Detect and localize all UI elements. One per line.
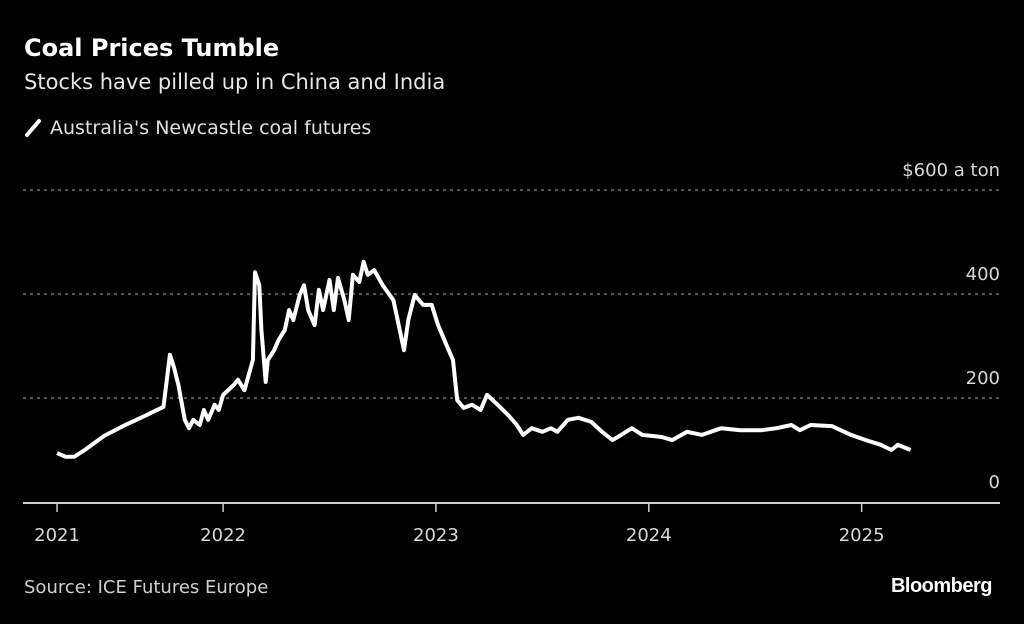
legend-label: Australia's Newcastle coal futures: [50, 117, 372, 139]
source-note: Source: ICE Futures Europe: [24, 577, 269, 598]
x-tick-label: 2024: [626, 525, 672, 546]
y-tick-label: 400: [966, 264, 1000, 285]
chart-subtitle: Stocks have pilled up in China and India: [24, 70, 446, 94]
x-tick-label: 2025: [839, 525, 885, 546]
series-line: [56, 259, 912, 459]
chart-title: Coal Prices Tumble: [24, 34, 280, 62]
x-tick-label: 2021: [34, 525, 80, 546]
bloomberg-logo: Bloomberg: [890, 575, 993, 597]
y-tick-label: 0: [989, 472, 1000, 493]
y-tick-label: $600 a ton: [902, 160, 1000, 181]
x-tick-label: 2022: [200, 525, 246, 546]
legend: Australia's Newcastle coal futures: [24, 117, 371, 139]
legend-line-icon: [25, 119, 41, 137]
y-tick-label: 200: [966, 368, 1000, 389]
x-tick-label: 2023: [413, 525, 459, 546]
